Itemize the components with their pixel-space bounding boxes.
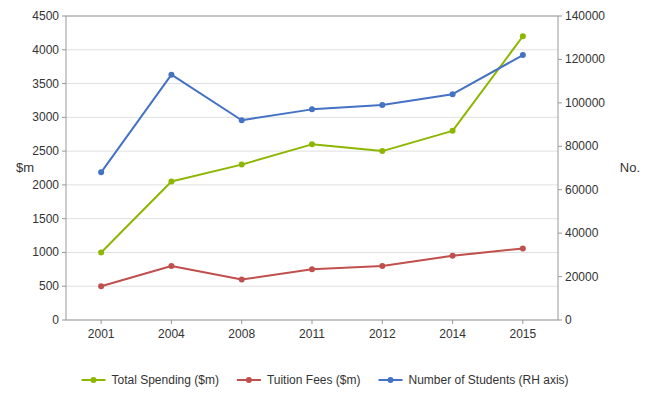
y-tick-label: 4500: [32, 9, 59, 23]
grid: [66, 16, 558, 320]
point: [520, 33, 526, 39]
point: [450, 91, 456, 97]
grid-line: [66, 151, 558, 152]
y2-tick: [558, 233, 562, 234]
point: [309, 106, 315, 112]
point: [450, 128, 456, 134]
grid-line: [66, 218, 558, 219]
point: [168, 179, 174, 185]
y-tick: [62, 49, 66, 50]
x-tick: [171, 320, 172, 324]
point: [520, 245, 526, 251]
x-tick-label: 2008: [228, 327, 255, 341]
y-tick: [62, 83, 66, 84]
point: [168, 72, 174, 78]
y-tick-label: 1500: [32, 212, 59, 226]
y-tick: [62, 16, 66, 17]
legend: Total Spending ($m) Tuition Fees ($m) Numb…: [82, 373, 569, 387]
x-tick-label: 2011: [299, 327, 325, 341]
y2-tick: [558, 276, 562, 277]
point: [239, 162, 245, 168]
series-group: [98, 33, 526, 289]
y2-tick: [558, 102, 562, 103]
y-tick-label: 3000: [32, 110, 59, 124]
x-tick: [452, 320, 453, 324]
y-tick-label: 2500: [32, 144, 59, 158]
y2-tick: [558, 189, 562, 190]
y-tick: [62, 252, 66, 253]
y2-tick-label: 140000: [565, 9, 605, 23]
grid-line: [66, 49, 558, 50]
y2-tick: [558, 146, 562, 147]
point: [309, 266, 315, 272]
y2-tick-label: 80000: [565, 139, 599, 153]
y-tick-label: 4000: [32, 43, 59, 57]
y2-tick-label: 40000: [565, 226, 599, 240]
point: [239, 276, 245, 282]
y2-tick: [558, 16, 562, 17]
legend-item: Total Spending ($m): [82, 373, 219, 387]
legend-label: Tuition Fees ($m): [267, 373, 361, 387]
x-tick-label: 2004: [158, 327, 185, 341]
grid-line: [66, 184, 558, 185]
y-tick-label: 1000: [32, 245, 59, 259]
y2-tick-label: 60000: [565, 183, 599, 197]
y2-axis-label: No.: [620, 160, 640, 175]
point: [379, 263, 385, 269]
y-tick: [62, 286, 66, 287]
point: [239, 117, 245, 123]
x-tick: [522, 320, 523, 324]
series-line: [101, 55, 523, 172]
x-tick: [241, 320, 242, 324]
point: [168, 263, 174, 269]
y2-tick-label: 0: [565, 313, 572, 327]
axes: 0 500 1000 1500 2000 2500 3000 3500 4000 4500 0 200…: [16, 9, 640, 341]
y-tick: [62, 184, 66, 185]
x-tick-label: 2001: [88, 327, 115, 341]
point: [379, 148, 385, 154]
y-tick-label: 500: [39, 279, 59, 293]
series-line: [101, 36, 523, 252]
y2-tick: [558, 59, 562, 60]
legend-marker: [388, 377, 394, 383]
legend-item: Tuition Fees ($m): [237, 373, 361, 387]
point: [98, 249, 104, 255]
y-tick-label: 0: [52, 313, 59, 327]
y2-tick-label: 120000: [565, 52, 605, 66]
y-tick-label: 2000: [32, 178, 59, 192]
legend-marker: [91, 377, 97, 383]
y-tick: [62, 218, 66, 219]
point: [450, 253, 456, 259]
chart: 0 500 1000 1500 2000 2500 3000 3500 4000 4500 0 200…: [0, 0, 650, 398]
point: [379, 102, 385, 108]
x-tick-label: 2014: [439, 327, 466, 341]
point: [98, 169, 104, 175]
point: [98, 283, 104, 289]
legend-label: Number of Students (RH axis): [409, 373, 569, 387]
point: [520, 52, 526, 58]
series-line: [101, 248, 523, 286]
legend-label: Total Spending ($m): [112, 373, 219, 387]
y-tick: [62, 320, 66, 321]
y-tick-label: 3500: [32, 77, 59, 91]
x-tick-label: 2012: [369, 327, 396, 341]
legend-marker: [246, 377, 252, 383]
x-tick-label: 2015: [510, 327, 537, 341]
y2-tick: [558, 320, 562, 321]
x-tick: [101, 320, 102, 324]
y-axis-label: $m: [16, 160, 34, 175]
y-tick: [62, 151, 66, 152]
grid-line: [66, 286, 558, 287]
y2-tick-label: 100000: [565, 96, 605, 110]
grid-line: [66, 83, 558, 84]
legend-item: Number of Students (RH axis): [379, 373, 569, 387]
y-tick: [62, 117, 66, 118]
x-tick: [382, 320, 383, 324]
x-tick: [312, 320, 313, 324]
plot-frame: [66, 16, 558, 320]
point: [309, 141, 315, 147]
y2-tick-label: 20000: [565, 270, 599, 284]
